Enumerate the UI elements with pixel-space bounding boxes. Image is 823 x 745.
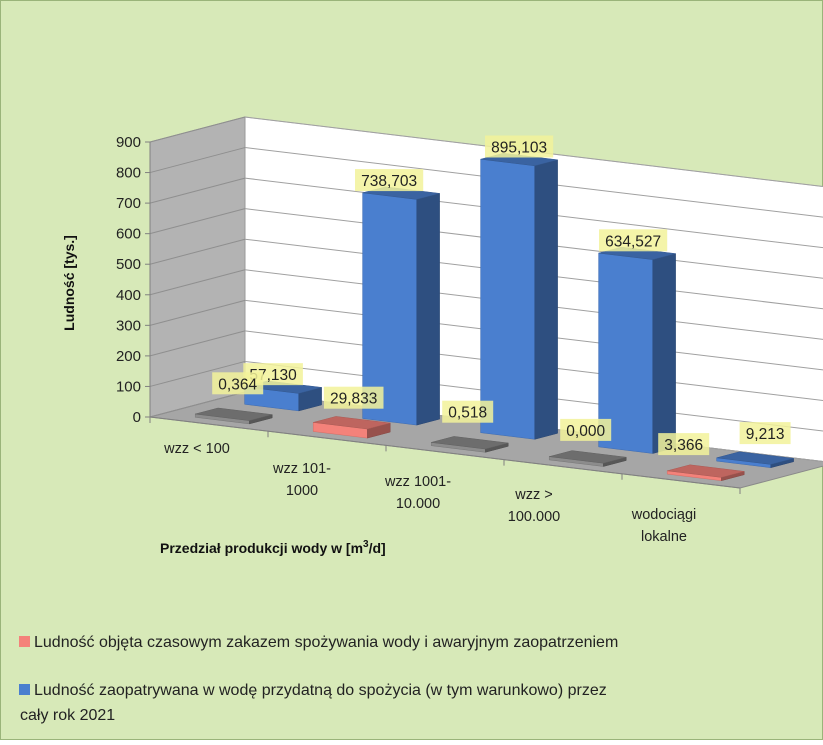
bar-side	[416, 193, 440, 426]
x-axis-title-part: /d]	[369, 540, 386, 556]
y-axis-title: Ludność [tys.]	[61, 235, 77, 331]
category-label-line: 10.000	[396, 496, 440, 512]
bar-red-3: 0,000	[548, 418, 627, 467]
data-label-bg	[323, 386, 384, 409]
x-axis-title-sup: 3	[363, 539, 369, 550]
legend-item-0: Ludność objęta czasowym zakazem spożywan…	[19, 634, 618, 651]
data-label-bg	[739, 422, 791, 445]
y-tick-label: 400	[116, 287, 141, 304]
data-label: 0,364	[212, 372, 264, 395]
legend-swatch	[19, 684, 30, 695]
data-label: 9,213	[739, 422, 791, 445]
category-label-line: wzz 1001-	[384, 474, 451, 490]
y-tick-label: 0	[133, 409, 141, 426]
data-label: 634,527	[599, 229, 668, 252]
data-label: 0,518	[442, 400, 494, 423]
bar-side	[534, 159, 558, 440]
bar-red-2: 0,518	[430, 400, 509, 453]
category-label: wzz < 100	[163, 441, 230, 457]
x-axis-title-part: Przedział produkcji wody w [m	[160, 540, 363, 556]
category-label-line: wzz < 100	[163, 441, 230, 457]
gridline-side	[149, 391, 246, 418]
legend-label: Ludność zaopatrywana w wodę przydatną do…	[34, 682, 607, 699]
data-label-bg	[442, 400, 494, 423]
gridline-side	[149, 147, 246, 174]
category-label: wzz 101- 1000	[272, 461, 331, 499]
bar-top	[195, 407, 273, 421]
category-label-line: wodociągi	[631, 507, 697, 523]
category-label-line: 1000	[286, 483, 318, 499]
x-axis-line	[149, 416, 741, 489]
y-tick-label: 900	[116, 134, 141, 151]
y-tick-label: 500	[116, 256, 141, 273]
category-label-line: wzz 101-	[272, 461, 331, 477]
bar-blue-2: 895,103	[480, 135, 558, 440]
bar-blue-4: 9,213	[716, 422, 794, 469]
legend-item-1: Ludność zaopatrywana w wodę przydatną do…	[19, 682, 607, 724]
y-tick-label: 300	[116, 317, 141, 334]
y-tick-label: 800	[116, 165, 141, 182]
data-label-bg	[212, 372, 264, 395]
bar-side	[652, 253, 676, 454]
gridline-side	[149, 238, 246, 265]
bar-blue-1: 738,703	[355, 169, 440, 426]
gridline-side	[149, 360, 246, 387]
gridline-side	[149, 208, 246, 235]
gridline-side	[149, 177, 246, 204]
data-label-bg	[599, 229, 668, 252]
gridline-side	[149, 116, 246, 143]
data-label-bg	[355, 169, 424, 192]
gridline-side	[149, 299, 246, 326]
data-label-text: 0,000	[566, 423, 605, 440]
y-tick-label: 200	[116, 348, 141, 365]
data-label: 29,833	[323, 386, 384, 409]
y-tick-label: 700	[116, 195, 141, 212]
gridline-side	[149, 330, 246, 357]
data-label-text: 3,366	[664, 437, 703, 454]
bar-top	[667, 464, 745, 478]
data-label-text: 634,527	[605, 233, 661, 250]
x-axis-title: Przedział produkcji wody w [m3/d]	[160, 539, 386, 556]
bar-top	[716, 451, 794, 465]
data-label-text: 29,833	[330, 391, 377, 408]
data-label-text: 0,364	[218, 376, 257, 393]
data-label-bg	[658, 433, 710, 456]
bar-red-4: 3,366	[658, 433, 745, 482]
y-tick-label: 100	[116, 378, 141, 395]
data-label-text: 895,103	[491, 139, 547, 156]
bar-top	[431, 436, 509, 450]
data-label-text: 738,703	[361, 173, 417, 190]
y-tick-label: 600	[116, 226, 141, 243]
data-label: 738,703	[355, 169, 424, 192]
gridline-side	[149, 269, 246, 296]
bar-front	[480, 158, 536, 440]
data-label: 3,366	[658, 433, 710, 456]
category-label-line: wzz >	[514, 487, 552, 503]
category-label: wzz 1001- 10.000	[384, 474, 451, 512]
bar-red-1: 29,833	[312, 386, 391, 439]
category-label-line: 100.000	[508, 509, 560, 525]
data-label: 895,103	[485, 135, 554, 158]
data-label-text: 9,213	[746, 426, 785, 443]
bar-top	[549, 450, 627, 464]
legend-label: Ludność objęta czasowym zakazem spożywan…	[34, 634, 618, 651]
data-label: 0,000	[560, 418, 612, 441]
bar-red-0: 0,364	[194, 372, 273, 425]
category-label-line: lokalne	[641, 529, 687, 545]
category-label: wzz > 100.000	[508, 487, 560, 525]
side-wall	[149, 116, 246, 418]
bar-blue-3: 634,527	[598, 229, 676, 454]
data-label-bg	[560, 418, 612, 441]
category-label: wodociągi lokalne	[631, 507, 697, 545]
legend-swatch	[19, 636, 30, 647]
legend-label: cały rok 2021	[20, 707, 115, 724]
data-label-bg	[485, 135, 554, 158]
data-label-text: 0,518	[448, 405, 487, 422]
bar-top	[313, 416, 391, 430]
